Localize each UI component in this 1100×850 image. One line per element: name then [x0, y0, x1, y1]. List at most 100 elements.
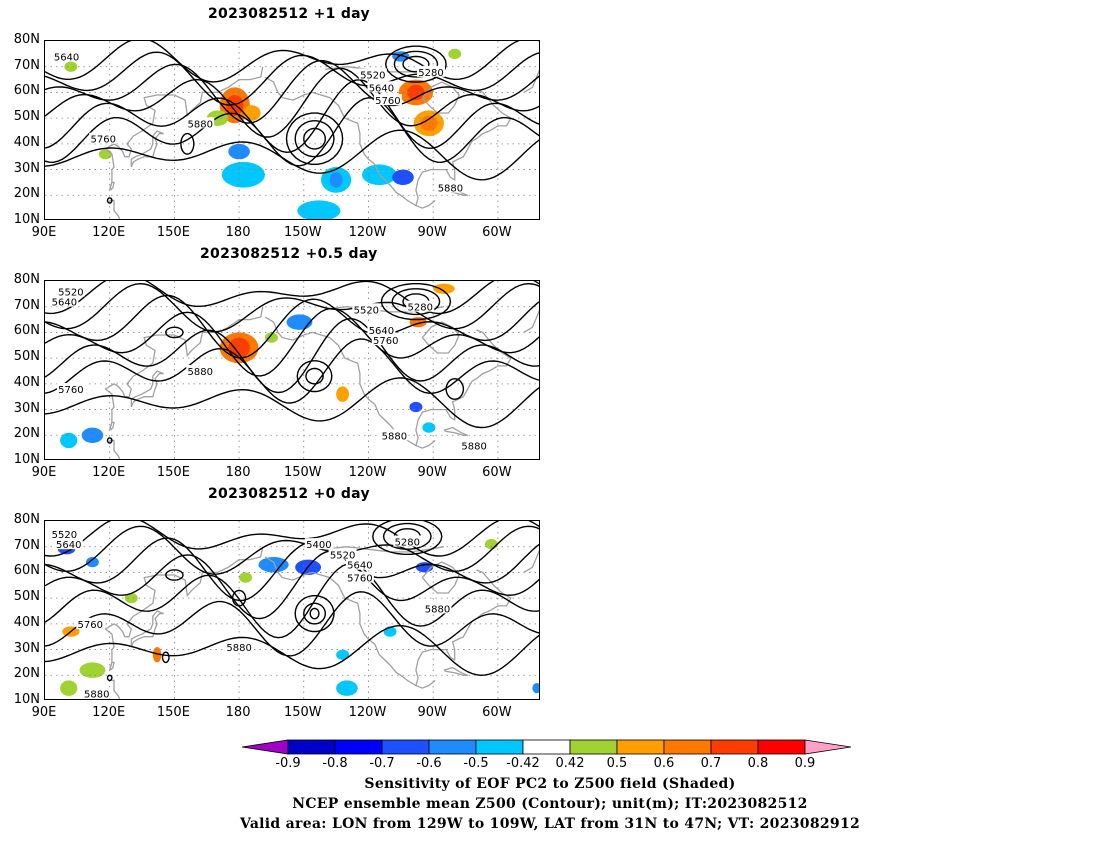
- contour-label-bg: [345, 558, 374, 570]
- contour-label: 5760: [347, 574, 372, 585]
- colorbar-tick-label: 0.8: [747, 756, 769, 771]
- lat-tick-label: 30N: [13, 400, 40, 416]
- panel-2-map: 5520 5640 5520 5280 5640 5760 5880 5760 5880 5880: [44, 280, 540, 460]
- colorbar-left-arrow: [241, 739, 289, 755]
- lat-tick-label: 70N: [13, 57, 40, 73]
- lon-tick-label: 90W: [417, 465, 447, 480]
- closed-contour: [231, 589, 247, 607]
- coastline: [109, 421, 115, 431]
- closed-contour: [106, 674, 113, 682]
- contour-label: 5640: [369, 326, 394, 337]
- contour-label: 5760: [78, 620, 103, 631]
- contour-label: 5640: [54, 52, 79, 63]
- coastline: [109, 181, 115, 191]
- contour-label-bg: [50, 295, 79, 307]
- caption-line-3: Valid area: LON from 129W to 109W, LAT f…: [239, 816, 861, 832]
- contour-label: 5880: [84, 689, 109, 700]
- contour-label-bg: [367, 81, 396, 93]
- closed-contour: [445, 378, 465, 400]
- graticule: [45, 41, 539, 219]
- coastline: [130, 610, 164, 648]
- contour-label-bg: [186, 117, 215, 129]
- colorbar-tick-label: 0.42: [555, 756, 585, 771]
- contour-line: [45, 521, 539, 557]
- z500-contours: [45, 521, 539, 682]
- contour-label: 5880: [438, 184, 463, 195]
- colorbar-segment: [569, 739, 618, 755]
- contour-label-bg: [423, 602, 452, 614]
- contour-label-bg: [304, 538, 333, 550]
- lon-tick-label: 60W: [482, 465, 512, 480]
- contour-label-bg: [50, 527, 79, 539]
- shaded-region: [409, 401, 423, 413]
- lon-tick-label: 120E: [92, 705, 126, 720]
- coastline: [109, 439, 121, 459]
- lat-tick-label: 60N: [13, 83, 40, 99]
- closed-contour: [180, 132, 195, 155]
- lon-tick-label: 90E: [31, 465, 57, 480]
- contour-label: 5760: [375, 96, 400, 107]
- lat-tick-label: 40N: [13, 614, 40, 630]
- colorbar-tick-label: 0.9: [794, 756, 816, 771]
- shaded-region: [152, 647, 162, 663]
- contour-line: [45, 281, 539, 315]
- closed-contour: [285, 112, 344, 165]
- contour-label: 5280: [418, 68, 443, 79]
- coastline: [443, 426, 468, 436]
- closed-contour: [382, 522, 432, 550]
- panel-2-title: 2023082512 +0.5 day: [200, 246, 378, 262]
- contour-label: 5400: [306, 540, 331, 551]
- contour-label: 5520: [52, 530, 77, 541]
- colorbar-tick-label: -0.6: [416, 756, 442, 771]
- colorbar-tick-label: -0.8: [322, 756, 348, 771]
- contour-label-bg: [186, 365, 215, 376]
- contour-label: 5880: [188, 119, 213, 130]
- lat-tick-label: 10N: [13, 212, 40, 227]
- shaded-region: [85, 557, 99, 568]
- contour-line: [45, 79, 539, 154]
- contour-label: 5520: [360, 70, 385, 81]
- closed-contour: [106, 437, 113, 444]
- contour-label-bg: [417, 65, 446, 77]
- coastline: [523, 69, 539, 93]
- lon-tick-label: 120W: [348, 705, 387, 720]
- colorbar-segment: [334, 739, 383, 755]
- lat-tick-label: 40N: [13, 134, 40, 150]
- closed-contour: [391, 288, 441, 316]
- lat-tick-label: 50N: [13, 109, 40, 125]
- shaded-region: [297, 200, 341, 219]
- lat-tick-label: 60N: [13, 563, 40, 579]
- shaded-region: [264, 332, 278, 343]
- contour-line: [45, 282, 539, 333]
- lon-tick-label: 60W: [482, 225, 512, 240]
- contour-line: [45, 624, 539, 677]
- lat-tick-label: 20N: [13, 426, 40, 442]
- coastline: [130, 130, 164, 168]
- contour-label: 5760: [90, 135, 115, 146]
- contour-label-bg: [367, 323, 396, 335]
- shaded-region: [329, 172, 343, 188]
- contour-label-bg: [380, 429, 409, 441]
- shaded-region: [336, 680, 358, 696]
- shaded-region: [79, 662, 106, 678]
- contour-label-bg: [56, 383, 85, 394]
- contour-label-bg: [54, 538, 83, 550]
- contour-label-bg: [393, 535, 422, 547]
- closed-contour: [165, 326, 184, 339]
- shaded-region: [407, 84, 425, 101]
- contour-label-bg: [82, 687, 111, 699]
- lon-tick-label: 90E: [31, 705, 57, 720]
- contour-label: 5640: [369, 83, 394, 94]
- contour-line: [45, 377, 539, 429]
- shaded-region: [221, 161, 265, 188]
- shaded-region: [286, 314, 313, 330]
- z500-contours: [45, 41, 539, 204]
- lat-tick-label: 70N: [13, 297, 40, 313]
- contour-label: 5280: [395, 538, 420, 549]
- contour-label-bg: [56, 285, 85, 297]
- contour-label-bg: [328, 548, 357, 560]
- lat-tick-label: 70N: [13, 537, 40, 553]
- contour-line: [45, 550, 539, 620]
- panel-3-title: 2023082512 +0 day: [208, 486, 370, 502]
